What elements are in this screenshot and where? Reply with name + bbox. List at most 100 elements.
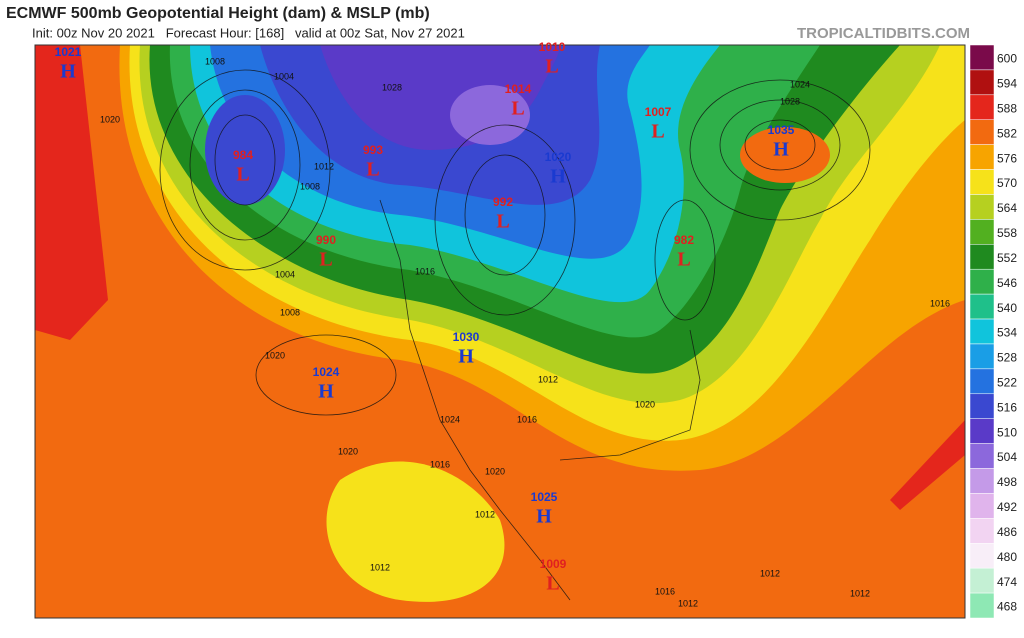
pressure-letter: L — [366, 159, 379, 181]
colorbar-swatch — [969, 119, 995, 145]
isobar-label: 1020 — [635, 399, 655, 409]
colorbar-label: 546 — [997, 276, 1017, 290]
isobar-label: 1012 — [850, 588, 870, 598]
colorbar-label: 498 — [997, 475, 1017, 489]
pressure-letter: L — [545, 56, 558, 78]
isobar-label: 1008 — [205, 56, 225, 66]
colorbar-label: 510 — [997, 425, 1017, 439]
isobar-label: 1016 — [430, 459, 450, 469]
isobar-label: 1008 — [300, 181, 320, 191]
colorbar-label: 582 — [997, 126, 1017, 140]
isobar-label: 1016 — [655, 586, 675, 596]
colorbar-label: 564 — [997, 201, 1017, 215]
colorbar-swatch — [969, 268, 995, 295]
pressure-value: 1009 — [540, 557, 567, 571]
pressure-letter: L — [677, 249, 690, 271]
watermark: TROPICALTIDBITS.COM — [797, 25, 970, 42]
pressure-letter: H — [60, 61, 76, 83]
isobar-label: 1024 — [440, 414, 460, 424]
pressure-value: 1014 — [505, 82, 532, 96]
colorbar-label: 474 — [997, 575, 1017, 589]
colorbar-label: 588 — [997, 101, 1017, 115]
pressure-value: 1020 — [545, 150, 572, 164]
isobar-label: 1012 — [760, 568, 780, 578]
pressure-letter: L — [236, 164, 249, 186]
pressure-value: 984 — [233, 148, 253, 162]
colorbar-swatch — [969, 493, 995, 519]
colorbar-label: 480 — [997, 550, 1017, 564]
colorbar-swatch — [969, 219, 995, 245]
isobar-label: 1012 — [678, 598, 698, 608]
colorbar-swatch — [969, 418, 995, 444]
pressure-value: 982 — [674, 233, 694, 247]
pressure-letter: L — [511, 98, 524, 120]
title: ECMWF 500mb Geopotential Height (dam) & … — [6, 5, 430, 22]
colorbar-label: 540 — [997, 301, 1017, 315]
colorbar-swatch — [969, 518, 995, 544]
isobar-label: 1028 — [382, 82, 402, 92]
pressure-letter: H — [773, 139, 789, 161]
colorbar-swatch — [969, 393, 995, 419]
colorbar-swatch — [969, 94, 995, 120]
pressure-value: 993 — [363, 143, 383, 157]
colorbar-swatch — [969, 293, 995, 320]
pressure-letter: H — [318, 381, 334, 403]
pressure-value: 1024 — [313, 365, 340, 379]
colorbar-swatch — [969, 543, 995, 569]
pressure-value: 1010 — [539, 40, 566, 54]
colorbar-label: 522 — [997, 375, 1017, 389]
isobar-label: 1008 — [280, 307, 300, 317]
colorbar-swatch — [969, 443, 995, 469]
colorbar-label: 492 — [997, 500, 1017, 514]
colorbar-label: 570 — [997, 176, 1017, 190]
colorbar-swatch — [969, 468, 995, 494]
colorbar-label: 534 — [997, 326, 1017, 340]
pressure-value: 1021 — [55, 45, 82, 59]
colorbar-swatch — [969, 69, 995, 96]
pressure-letter: H — [536, 506, 552, 528]
colorbar-swatch — [969, 592, 995, 619]
isobar-label: 1016 — [415, 266, 435, 276]
pressure-letter: H — [458, 346, 474, 368]
isobar-label: 1020 — [485, 466, 505, 476]
pressure-value: 1030 — [453, 330, 480, 344]
pressure-value: 1035 — [768, 123, 795, 137]
pressure-letter: L — [651, 121, 664, 143]
colorbar-label: 504 — [997, 450, 1017, 464]
colorbar-swatch — [969, 368, 995, 395]
pressure-value: 990 — [316, 233, 336, 247]
colorbar-swatch — [969, 194, 995, 220]
colorbar-swatch — [969, 244, 995, 270]
pressure-letter: L — [319, 249, 332, 271]
isobar-label: 1016 — [930, 298, 950, 308]
colorbar-swatch — [969, 144, 995, 170]
colorbar-label: 558 — [997, 226, 1017, 240]
colorbar-label: 600 — [997, 52, 1017, 66]
subtitle: Init: 00z Nov 20 2021 Forecast Hour: [16… — [32, 25, 465, 40]
isobar-label: 1028 — [780, 96, 800, 106]
pressure-value: 992 — [493, 195, 513, 209]
colorbar-label: 468 — [997, 600, 1017, 614]
map-frame — [34, 44, 966, 619]
pressure-letter: L — [546, 573, 559, 595]
isobar-label: 1024 — [790, 79, 810, 89]
colorbar-label: 528 — [997, 351, 1017, 365]
colorbar-swatch — [969, 44, 995, 71]
isobar-label: 1012 — [475, 509, 495, 519]
colorbar-label: 576 — [997, 151, 1017, 165]
isobar-label: 1020 — [100, 114, 120, 124]
isobar-label: 1016 — [517, 414, 537, 424]
colorbar-label: 486 — [997, 525, 1017, 539]
pressure-value: 1007 — [645, 105, 672, 119]
colorbar-label: 516 — [997, 400, 1017, 414]
colorbar-swatch — [969, 343, 995, 370]
isobar-label: 1020 — [338, 446, 358, 456]
isobar-label: 1012 — [538, 374, 558, 384]
isobar-label: 1020 — [265, 350, 285, 360]
colorbar-swatch — [969, 169, 995, 195]
isobar-label: 1012 — [314, 161, 334, 171]
isobar-label: 1012 — [370, 562, 390, 572]
colorbar-swatch — [969, 567, 995, 594]
map — [35, 45, 965, 618]
